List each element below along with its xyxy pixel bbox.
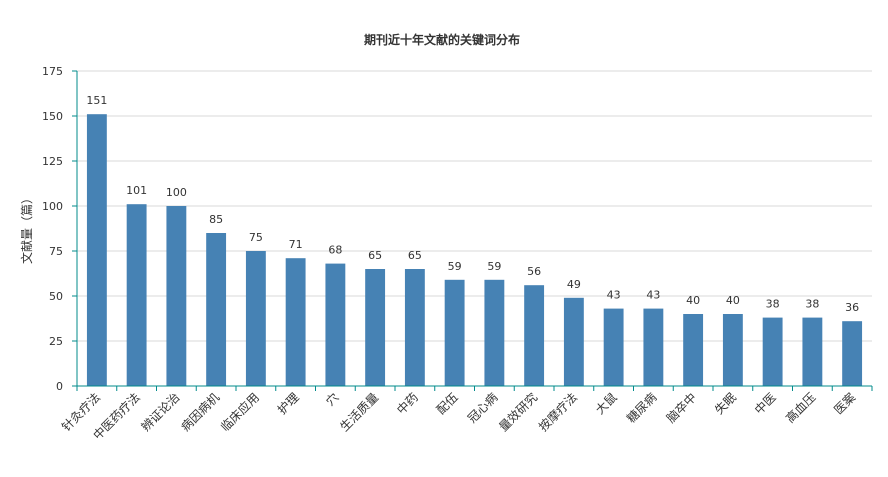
x-tick-label: 配伍 <box>434 390 461 417</box>
data-label: 68 <box>328 244 342 257</box>
y-tick-label: 125 <box>42 155 63 168</box>
bar <box>842 321 863 386</box>
y-tick-label: 100 <box>42 200 63 213</box>
data-label: 49 <box>567 278 581 291</box>
data-label: 101 <box>126 184 147 197</box>
data-label: 43 <box>646 289 660 302</box>
x-tick-label: 按摩疗法 <box>535 390 580 435</box>
x-tick-label: 中医 <box>751 390 779 418</box>
bar <box>404 269 425 386</box>
x-tick-label: 穴 <box>322 390 341 409</box>
bar <box>365 269 386 386</box>
x-tick-label: 大鼠 <box>593 390 620 417</box>
bar <box>245 251 266 386</box>
bar <box>86 114 107 386</box>
data-label: 59 <box>448 260 462 273</box>
x-tick-label: 糖尿病 <box>623 390 659 426</box>
y-tick-label: 25 <box>49 335 63 348</box>
bar <box>762 317 783 386</box>
data-label: 38 <box>805 298 819 311</box>
data-label: 56 <box>527 265 541 278</box>
data-label: 40 <box>686 294 700 307</box>
axes <box>76 71 873 391</box>
data-label: 151 <box>86 94 107 107</box>
data-label: 38 <box>766 298 780 311</box>
bar <box>524 285 545 386</box>
data-labels: 151 101 100 85 75 71 68 65 65 59 59 56 49 43 43 40 40 38 3… <box>86 94 859 314</box>
x-tick-label: 冠心病 <box>464 390 500 426</box>
bar <box>126 204 147 386</box>
data-label: 85 <box>209 213 223 226</box>
x-tick-label: 临床应用 <box>217 390 262 435</box>
chart-title: 期刊近十年文献的关键词分布 <box>364 32 520 47</box>
data-label: 43 <box>607 289 621 302</box>
data-label: 100 <box>166 186 187 199</box>
bar <box>444 279 465 386</box>
bar <box>285 258 306 386</box>
x-tick-label: 病因病机 <box>178 390 223 435</box>
bar <box>603 308 624 386</box>
x-tick-label: 生活质量 <box>337 390 381 434</box>
data-label: 75 <box>249 231 263 244</box>
bar <box>325 263 346 386</box>
bar <box>722 314 743 386</box>
data-label: 65 <box>408 249 422 262</box>
bar <box>802 317 823 386</box>
y-tick-labels: 0 25 50 75 100 125 150 175 <box>42 65 77 393</box>
y-tick-label: 150 <box>42 110 63 123</box>
x-tick-label: 医案 <box>831 390 859 418</box>
y-tick-label: 175 <box>42 65 63 78</box>
x-tick-label: 量效研究 <box>496 390 541 435</box>
x-tick-label: 中药 <box>393 390 421 418</box>
y-tick-label: 0 <box>56 380 63 393</box>
data-label: 59 <box>487 260 501 273</box>
data-label: 65 <box>368 249 382 262</box>
bar <box>166 206 187 386</box>
data-label: 36 <box>845 301 859 314</box>
bar <box>643 308 664 386</box>
x-tick-label: 脑卒中 <box>663 390 699 426</box>
bars <box>86 114 863 386</box>
x-tick-label: 高血压 <box>782 390 818 426</box>
bar <box>484 279 505 386</box>
bar <box>206 233 227 386</box>
data-label: 40 <box>726 294 740 307</box>
y-tick-label: 75 <box>49 245 63 258</box>
x-tick-label: 护理 <box>275 390 302 417</box>
x-tick-label: 失眠 <box>711 390 739 418</box>
data-label: 71 <box>289 238 303 251</box>
y-axis-label: 文献量（篇） <box>19 192 34 264</box>
y-tick-label: 50 <box>49 290 63 303</box>
bar <box>683 314 704 386</box>
grid-lines <box>77 70 872 342</box>
bar <box>563 297 584 386</box>
x-tick-label: 辨证论治 <box>139 390 183 434</box>
